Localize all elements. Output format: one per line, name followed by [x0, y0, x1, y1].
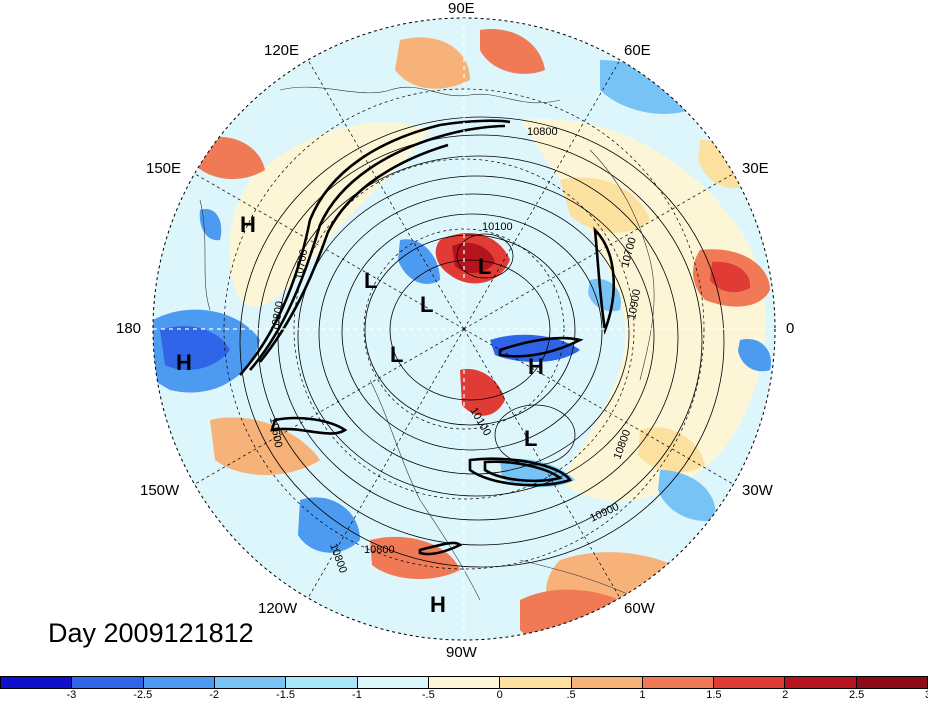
colorbar-tick-label: -3 [66, 689, 77, 701]
longitude-label-60e: 60E [624, 42, 651, 59]
longitude-label-90e: 90E [448, 0, 475, 17]
high-pressure-marker: H [176, 350, 192, 375]
colorbar-swatch [714, 677, 786, 688]
contour-label: 10700 [293, 248, 310, 280]
colorbar-tick-label: -2.5 [133, 689, 153, 701]
colorbar-swatch [357, 677, 429, 688]
high-pressure-marker: H [528, 354, 544, 379]
contour-label: 10800 [269, 300, 286, 332]
colorbar-swatch [143, 677, 215, 688]
colorbar-swatch [428, 677, 501, 688]
colorbar-swatch [72, 677, 144, 688]
longitude-label-180: 180 [116, 320, 142, 337]
graticule-dark [194, 59, 734, 599]
colorbar-tick-label: 0 [496, 689, 503, 701]
jet-streams [239, 119, 615, 556]
longitude-label-120e: 120E [264, 42, 300, 59]
colorbar-swatch [286, 677, 358, 688]
colorbar-tick-label: 1 [639, 689, 646, 701]
low-pressure-marker: L [478, 254, 492, 279]
colorbar-swatch [642, 677, 715, 688]
colorbar-tick-label: .5 [566, 689, 576, 701]
colorbar-tick-label: 1.5 [706, 689, 722, 701]
colorbar-swatch [500, 677, 572, 688]
high-pressure-marker: H [240, 212, 256, 237]
longitude-label-150e: 150E [146, 160, 182, 177]
colorbar [0, 676, 928, 689]
contour-label: 10800 [364, 544, 395, 556]
low-pressure-marker: L [390, 342, 404, 367]
colorbar-swatch [785, 677, 857, 688]
day-label: Day 2009121812 [48, 618, 254, 648]
contour-label: 10100 [482, 221, 513, 233]
colorbar-tick-label: 3 [925, 689, 928, 701]
colorbar-tick-label: 2.5 [848, 689, 865, 701]
longitude-label-150w: 150W [140, 482, 180, 499]
longitude-label-0: 0 [786, 320, 795, 337]
colorbar-swatch [214, 677, 287, 688]
low-pressure-marker: L [524, 426, 538, 451]
high-pressure-marker: H [430, 592, 446, 617]
colorbar-tick-label: -.5 [421, 689, 435, 701]
polar-stereographic-map: 10800 10100 10700 10900 10800 10900 1080… [152, 17, 776, 641]
longitude-label-120w: 120W [258, 600, 298, 617]
height-contours [239, 116, 725, 568]
colorbar-swatch [1, 677, 73, 688]
low-pressure-marker: L [364, 268, 378, 293]
colorbar-swatch [571, 677, 643, 688]
coastlines [199, 86, 655, 601]
colorbar-tick-label: -1.5 [276, 689, 296, 701]
colorbar-tick-label: -1 [352, 689, 362, 701]
longitude-label-30e: 30E [742, 160, 769, 177]
colorbar-swatch [856, 677, 928, 688]
anomaly-field [153, 18, 775, 640]
contour-label: 10600 [267, 416, 284, 448]
longitude-label-60w: 60W [624, 600, 655, 617]
low-pressure-marker: L [420, 292, 434, 317]
colorbar-tick-label: -2 [209, 689, 220, 701]
contour-label: 10900 [626, 288, 643, 320]
longitude-label-90w: 90W [446, 644, 477, 661]
longitude-label-30w: 30W [742, 482, 773, 499]
contour-label: 10800 [527, 126, 558, 138]
colorbar-tick-label: 2 [782, 689, 789, 701]
